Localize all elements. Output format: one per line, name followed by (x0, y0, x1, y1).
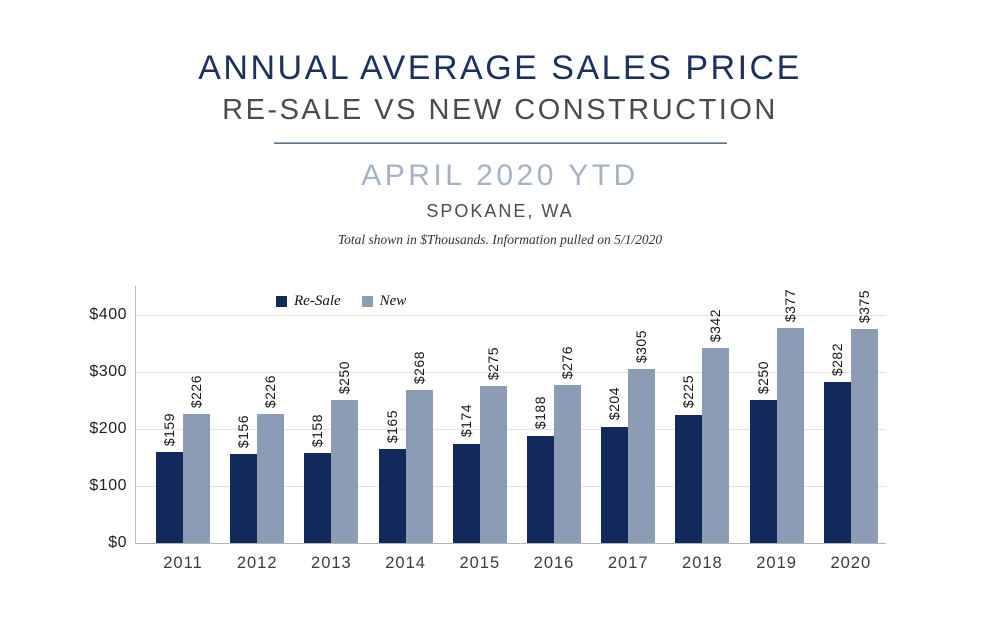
bar-value-label-new-2015: $275 (484, 346, 501, 380)
bar-re-sale-2011 (156, 452, 183, 543)
bar-new-2018 (702, 347, 730, 543)
bar-value-label-re-sale-2012: $156 (235, 414, 252, 448)
bar-re-sale-2013 (304, 452, 332, 543)
bar-value-label-re-sale-2018: $225 (680, 375, 697, 409)
bar-value-label-new-2017: $305 (633, 329, 650, 363)
y-tick-label-200: $200 (89, 419, 127, 437)
y-tick-label-0: $0 (108, 534, 127, 551)
bar-value-label-new-2020: $375 (855, 289, 872, 323)
gridline-300 (136, 371, 886, 373)
legend-item-new: New (361, 293, 407, 310)
bar-value-label-re-sale-2020: $282 (828, 342, 845, 376)
bar-new-2015 (479, 385, 507, 543)
divider-line (273, 142, 727, 145)
bar-value-label-re-sale-2013: $158 (309, 413, 326, 447)
legend-label: Re-Sale (294, 293, 341, 309)
header: ANNUAL AVERAGE SALES PRICE RE-SALE VS NE… (0, 49, 1000, 248)
bar-new-2011 (183, 413, 210, 543)
x-tick-label-2020: 2020 (830, 554, 872, 572)
bar-value-label-re-sale-2017: $204 (606, 387, 623, 421)
gridline-200 (136, 428, 886, 430)
gridline-100 (136, 485, 886, 487)
x-tick-label-2011: 2011 (163, 554, 203, 572)
bar-value-label-re-sale-2015: $174 (457, 404, 474, 438)
bar-new-2019 (776, 327, 804, 543)
x-tick-label-2017: 2017 (607, 554, 649, 572)
bar-value-label-new-2014: $268 (410, 350, 427, 384)
legend-item-re-sale: Re-Sale (276, 293, 341, 310)
legend-label: New (379, 293, 407, 309)
x-tick-label-2019: 2019 (756, 554, 797, 572)
bar-new-2014 (405, 389, 433, 543)
x-tick-label-2018: 2018 (682, 554, 723, 572)
footnote: Total shown in $Thousands. Information p… (337, 232, 663, 248)
plot-area: Re-Sale New $0 $100 $200 $300 $400 $159 $226 201… (89, 286, 886, 572)
page-subtitle: RE-SALE VS NEW CONSTRUCTION (222, 94, 778, 127)
page-title: ANNUAL AVERAGE SALES PRICE (198, 49, 802, 87)
bar-re-sale-2015 (452, 443, 480, 543)
x-tick-label-2013: 2013 (311, 554, 352, 572)
x-tick-label-2014: 2014 (385, 554, 426, 572)
bar-re-sale-2012 (230, 453, 258, 543)
x-tick-label-2016: 2016 (533, 554, 575, 572)
period-label: APRIL 2020 YTD (361, 159, 639, 193)
bar-new-2013 (331, 400, 359, 543)
bar-value-label-new-2019: $377 (781, 288, 798, 322)
bar-value-label-re-sale-2016: $188 (532, 396, 548, 430)
legend-swatch-icon (361, 296, 373, 307)
bar-value-label-re-sale-2014: $165 (383, 409, 400, 443)
chart-legend: Re-Sale New (276, 293, 406, 310)
legend-swatch-icon (276, 296, 287, 307)
bar-value-label-new-2013: $250 (336, 361, 353, 395)
x-tick-label-2015: 2015 (459, 554, 501, 572)
bar-re-sale-2019 (749, 400, 777, 543)
location-label: SPOKANE, WA (426, 201, 574, 222)
bar-value-label-re-sale-2019: $250 (754, 361, 771, 395)
bar-re-sale-2017 (601, 426, 629, 543)
y-tick-label-400: $400 (89, 305, 127, 323)
bar-re-sale-2020 (823, 381, 851, 543)
y-tick-label-100: $100 (89, 476, 127, 494)
bar-value-label-new-2012: $226 (262, 374, 279, 408)
bar-value-label-new-2018: $342 (707, 308, 724, 342)
bar-re-sale-2014 (378, 448, 406, 543)
bar-value-label-new-2011: $226 (188, 374, 204, 408)
bar-new-2020 (850, 328, 878, 543)
bar-value-label-re-sale-2011: $159 (161, 413, 177, 447)
bar-value-label-new-2016: $276 (559, 346, 575, 380)
bar-new-2016 (554, 385, 581, 543)
gridline-400 (136, 314, 886, 316)
bar-re-sale-2016 (527, 435, 554, 543)
bar-new-2012 (257, 413, 285, 543)
bar-re-sale-2018 (675, 414, 703, 543)
x-tick-label-2012: 2012 (236, 554, 278, 572)
bar-new-2017 (628, 368, 656, 543)
y-tick-label-300: $300 (89, 362, 127, 380)
